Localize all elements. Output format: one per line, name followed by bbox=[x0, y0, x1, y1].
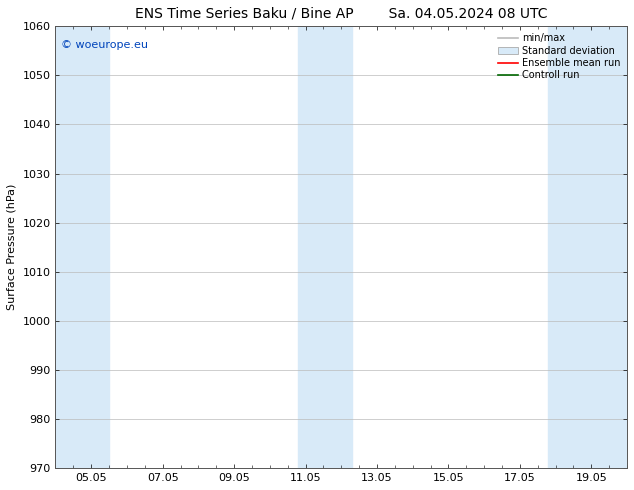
Bar bbox=[548, 26, 627, 468]
Legend: min/max, Standard deviation, Ensemble mean run, Controll run: min/max, Standard deviation, Ensemble me… bbox=[496, 31, 622, 82]
Bar bbox=[56, 26, 109, 468]
Y-axis label: Surface Pressure (hPa): Surface Pressure (hPa) bbox=[7, 184, 17, 311]
Text: © woeurope.eu: © woeurope.eu bbox=[61, 40, 148, 49]
Bar bbox=[299, 26, 352, 468]
Title: ENS Time Series Baku / Bine AP        Sa. 04.05.2024 08 UTC: ENS Time Series Baku / Bine AP Sa. 04.05… bbox=[135, 7, 548, 21]
